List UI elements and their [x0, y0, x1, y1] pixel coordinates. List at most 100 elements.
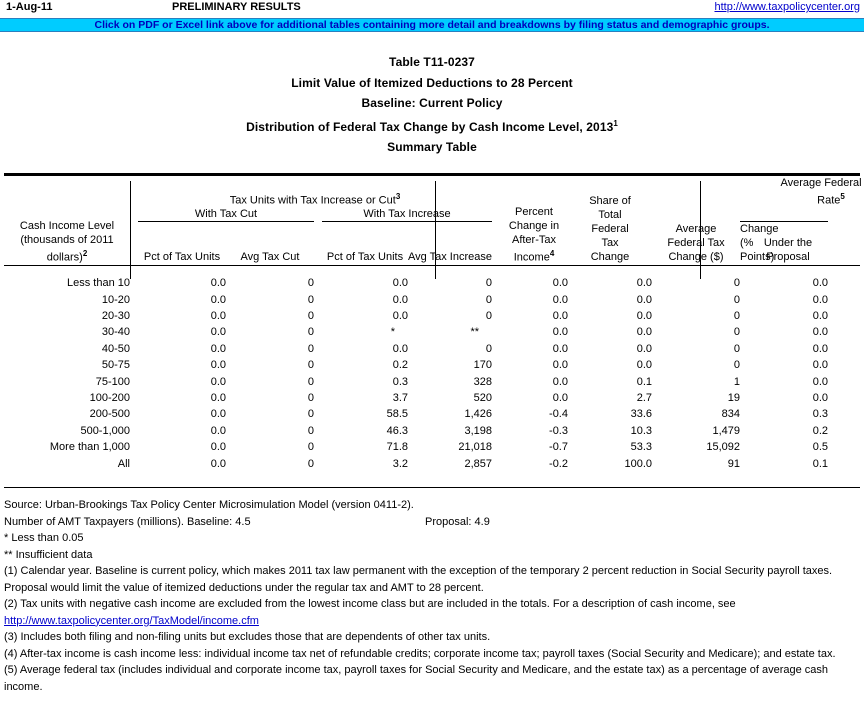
spacer [130, 222, 138, 265]
report-date: 1-Aug-11 [6, 1, 53, 13]
spacer [130, 374, 138, 390]
cell-rate-prop: 33.4 [828, 439, 864, 455]
row-label-cash-income-level: 30-40 [101, 326, 130, 339]
spacer [130, 341, 138, 357]
col-header-rate-change-pct-points: Change (% Points) [740, 223, 779, 264]
note-source: Source: Urban-Brookings Tax Policy Cente… [4, 499, 414, 512]
cell-pct-chg: -0.7 [549, 441, 568, 454]
cell-avg-chg: 0 [733, 277, 740, 290]
cell-pct-inc: 71.8 [386, 441, 408, 454]
spacer [492, 207, 500, 222]
footnote-ref-2: 2 [82, 248, 88, 258]
col-divider-2 [435, 180, 436, 279]
spacer [314, 308, 322, 324]
col-header-percent-change-after-tax-income: Percent Change in After-Tax Income4 [508, 205, 560, 264]
cell-rate-prop: 20.8 [828, 456, 864, 472]
spacer [740, 439, 748, 455]
cell-avg-cut: 0 [307, 277, 314, 290]
table-body: Less than 100.000.000.00.000.02.610-200.… [4, 275, 864, 472]
cell-pct-inc: 3.7 [392, 392, 408, 404]
cell-rate-chg: 0.0 [812, 392, 828, 404]
cell-pct-cut: 0.0 [210, 375, 226, 388]
row-label-cash-income-level: Less than 10 [67, 277, 130, 290]
table-header-row-subgroup: With Tax Cut With Tax Increase [4, 207, 864, 223]
cell-share: 0.0 [636, 342, 652, 355]
spacer [314, 207, 322, 222]
cell-avg-chg: 0 [733, 293, 740, 306]
spacer [492, 341, 500, 357]
spacer [740, 176, 748, 208]
spacer [740, 357, 748, 373]
cell-rate-chg: 0.0 [812, 342, 828, 355]
spacer [314, 390, 322, 406]
cell-pct-cut: 0.0 [210, 359, 226, 372]
cell-pct-chg: 0.0 [552, 375, 568, 388]
cell-rate-chg: 0.3 [812, 408, 828, 421]
spacer [130, 176, 138, 208]
spacer [130, 207, 138, 222]
taxpolicycenter-link[interactable]: http://www.taxpolicycenter.org [714, 1, 860, 13]
subgroup-header-with-tax-increase: With Tax Increase [322, 207, 492, 223]
cell-pct-inc: 0.2 [392, 359, 408, 372]
cell-avg-chg: 0 [733, 309, 740, 322]
cell-rate-chg: 0.0 [812, 293, 828, 306]
cell-share: 0.0 [636, 309, 652, 322]
spacer [492, 324, 500, 340]
cell-avg-cut: 0 [307, 392, 314, 404]
table-row: 40-500.000.000.00.000.014.3 [4, 341, 864, 357]
row-label-cash-income-level: 200-500 [89, 408, 130, 421]
cell-pct-cut: 0.0 [210, 309, 226, 322]
spacer [740, 324, 748, 340]
col-header-pct-of-tax-units-cut: Pct of Tax Units [143, 251, 221, 264]
cell-avg-inc: ** [470, 326, 479, 339]
table-summary-label: Summary Table [387, 140, 477, 154]
cell-rate-chg: 0.5 [812, 441, 828, 454]
note-amt-proposal: Proposal: 4.9 [425, 515, 490, 528]
subgroup-header-with-tax-cut: With Tax Cut [138, 207, 314, 223]
spacer [492, 357, 500, 373]
footnote-ref-4: 4 [549, 248, 555, 258]
spacer [492, 390, 500, 406]
cell-rate-prop: 21.6 [828, 390, 864, 406]
cell-pct-cut: 0.0 [210, 326, 226, 339]
cell-avg-chg: 1 [733, 375, 740, 388]
cell-rate-chg: 0.1 [812, 457, 828, 470]
row-label-cash-income-level: 10-20 [101, 293, 130, 306]
cell-pct-chg: -0.2 [549, 457, 568, 470]
cell-avg-chg: 19 [727, 392, 740, 404]
spacer [492, 275, 500, 291]
note-doublestar: ** Insufficient data [4, 548, 93, 561]
spacer [130, 292, 138, 308]
cell-pct-cut: 0.0 [210, 392, 226, 404]
spacer [314, 292, 322, 308]
row-label-cash-income-level: 75-100 [95, 375, 130, 388]
cell-avg-cut: 0 [307, 375, 314, 388]
cell-share: 0.0 [636, 277, 652, 290]
cell-pct-inc: 0.3 [392, 375, 408, 388]
cell-avg-inc: 3,198 [464, 424, 492, 437]
stub-header: Cash Income Level (thousands of 2011 dol… [4, 176, 130, 265]
table-row: 20-300.000.000.00.000.07.0 [4, 308, 864, 324]
cell-share: 100.0 [624, 457, 652, 470]
cell-rate-prop: 14.3 [828, 341, 864, 357]
cell-pct-chg: 0.0 [552, 392, 568, 404]
note-amt-taxpayers: Number of AMT Taxpayers (millions). Base… [4, 514, 860, 531]
spacer [740, 341, 748, 357]
cell-rate-chg: 0.0 [812, 277, 828, 290]
spacer [492, 439, 500, 455]
cell-share: 2.7 [636, 392, 652, 404]
cell-pct-inc: 3.2 [392, 457, 408, 470]
spacer [492, 456, 500, 472]
cell-pct-chg: 0.0 [552, 326, 568, 339]
stub-header-line2: (thousands of 2011 [20, 233, 114, 246]
taxmodel-income-link[interactable]: http://www.taxpolicycenter.org/TaxModel/… [4, 614, 259, 627]
note-5: (5) Average federal tax (includes indivi… [4, 664, 829, 693]
spacer [740, 308, 748, 324]
spacer [492, 406, 500, 422]
cell-pct-cut: 0.0 [210, 457, 226, 470]
spacer [492, 374, 500, 390]
spacer [740, 423, 748, 439]
tax-distribution-table-body: Less than 100.000.000.00.000.02.610-200.… [4, 275, 864, 472]
table-row: 30-400.00***0.00.000.011.5 [4, 324, 864, 340]
